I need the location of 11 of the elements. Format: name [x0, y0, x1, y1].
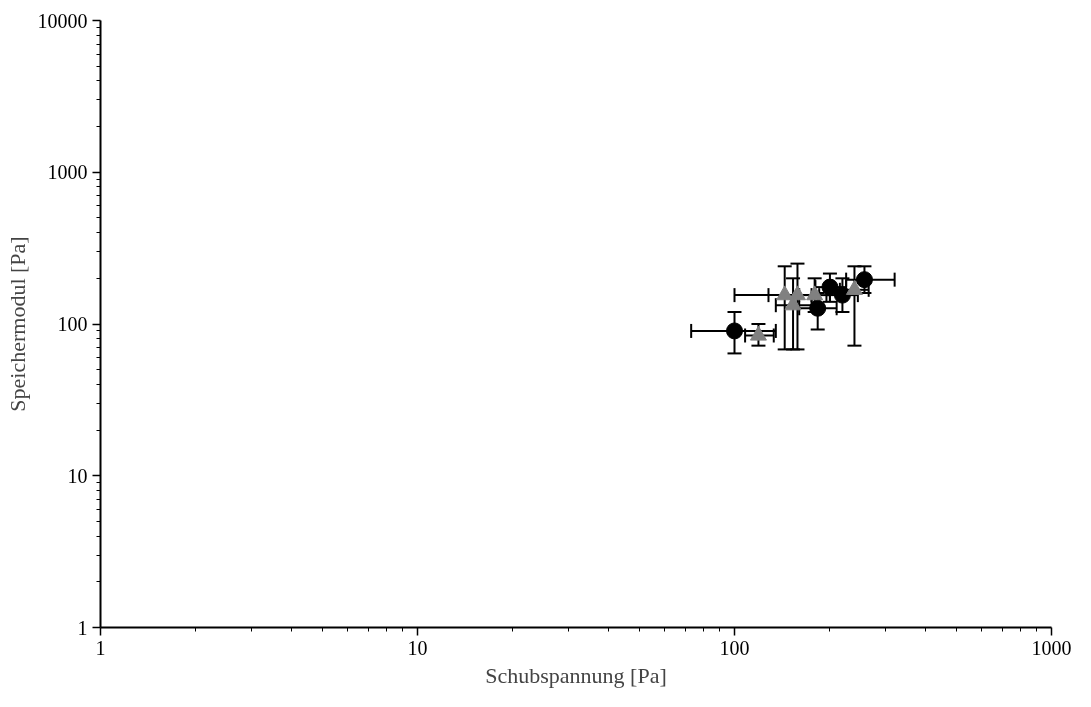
x-tick-label: 10 [407, 636, 428, 659]
y-axis-title: Speichermodul [Pa] [4, 236, 30, 412]
y-tick-label: 1 [77, 616, 88, 639]
x-tick-label: 1 [95, 636, 106, 659]
x-tick-label: 100 [719, 636, 750, 659]
x-tick-label: 1000 [1031, 636, 1072, 659]
y-tick-label: 10 [67, 464, 88, 487]
y-tick-label: 10000 [37, 9, 88, 32]
x-axis-title: Schubspannung [Pa] [485, 662, 667, 688]
y-tick-label: 100 [57, 313, 88, 335]
y-tick-label: 1000 [47, 161, 88, 184]
